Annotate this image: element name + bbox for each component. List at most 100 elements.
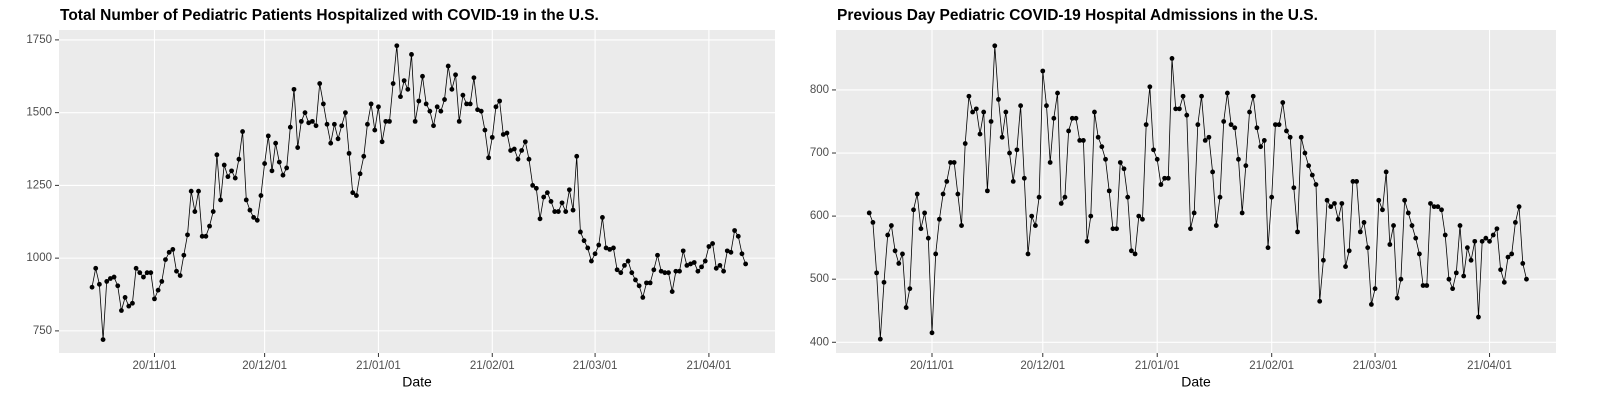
data-point [636,283,642,289]
data-point [500,132,506,137]
data-point [735,233,741,239]
data-point [1228,122,1234,128]
data-point [522,139,528,145]
data-point [1368,302,1374,307]
data-point [1191,210,1197,216]
y-tick-label: 800 [810,84,829,96]
data-point [1413,235,1419,241]
data-point [710,241,715,246]
data-point [647,280,653,286]
data-point [236,156,242,162]
data-point [530,182,536,188]
chart-panel: 750 1000 1250 1500 1750 20/11/01 20/12/01 21/01… [26,7,775,390]
data-point [1158,182,1164,187]
data-point [287,124,293,130]
x-tick-label: 21/03/01 [1353,360,1398,372]
x-tick-label: 21/02/01 [1249,360,1294,372]
data-point [896,261,902,266]
data-point [1047,160,1053,165]
data-point [881,279,887,285]
data-point [673,268,679,274]
data-point [1494,226,1500,232]
data-point [1376,197,1382,203]
data-point [1021,175,1027,181]
data-point [1487,238,1492,244]
data-point [589,258,594,264]
data-point [888,223,894,228]
data-point [633,277,638,283]
data-point [368,101,374,107]
data-point [1036,194,1042,200]
x-tick-label: 20/11/01 [133,360,177,372]
y-tick-label: 500 [810,273,829,285]
data-point [511,146,517,152]
data-point [449,86,455,92]
data-point [203,233,209,239]
data-point [677,268,682,274]
data-point [324,121,330,127]
data-point [655,252,660,258]
data-point [1387,242,1393,247]
data-point [225,174,231,180]
data-point [229,168,234,174]
data-point [1391,223,1396,228]
data-point [401,78,407,84]
data-point [1058,201,1064,206]
data-point [1512,220,1518,225]
data-point [155,287,161,293]
data-point [390,81,396,86]
data-point [170,247,176,252]
data-point [1295,229,1300,235]
data-point [721,268,726,274]
data-point [992,43,998,49]
data-point [1313,182,1319,187]
data-point [552,209,558,214]
data-point [1357,229,1363,235]
data-point [911,207,916,213]
data-point [988,119,994,124]
data-point [1254,125,1260,131]
data-point [1483,235,1489,241]
data-point [357,171,363,177]
data-point [1114,226,1120,232]
data-point [684,263,690,268]
data-point [1154,156,1160,162]
data-point [1332,201,1337,206]
data-point [251,214,257,220]
data-point [885,232,891,238]
data-point [1472,238,1478,244]
data-point [1284,128,1289,134]
y-tick-label: 750 [33,325,52,337]
data-point [199,233,205,239]
data-point [1402,197,1408,203]
data-point [247,207,253,213]
data-point [739,251,745,257]
data-point [423,101,429,107]
data-point [1258,144,1264,150]
y-tick-label: 1500 [26,107,52,119]
data-point [482,127,488,133]
data-point [870,220,876,225]
data-point [1442,232,1448,238]
data-point [1106,188,1112,194]
data-point [284,165,290,171]
data-point [1317,298,1323,304]
data-point [743,261,749,267]
data-point [515,156,521,162]
data-point [1398,276,1404,282]
data-point [126,303,132,309]
data-point [566,187,572,193]
data-point [640,295,646,300]
data-point [460,92,466,98]
data-point [548,198,554,204]
data-point [1062,194,1068,200]
data-point [291,86,297,92]
y-tick-label: 700 [810,147,829,159]
data-point [254,217,260,223]
data-point [152,296,157,302]
data-point [970,109,976,115]
data-point [232,175,238,181]
data-point [713,265,719,271]
data-point [1265,245,1271,251]
x-tick-label: 21/02/01 [470,360,515,372]
